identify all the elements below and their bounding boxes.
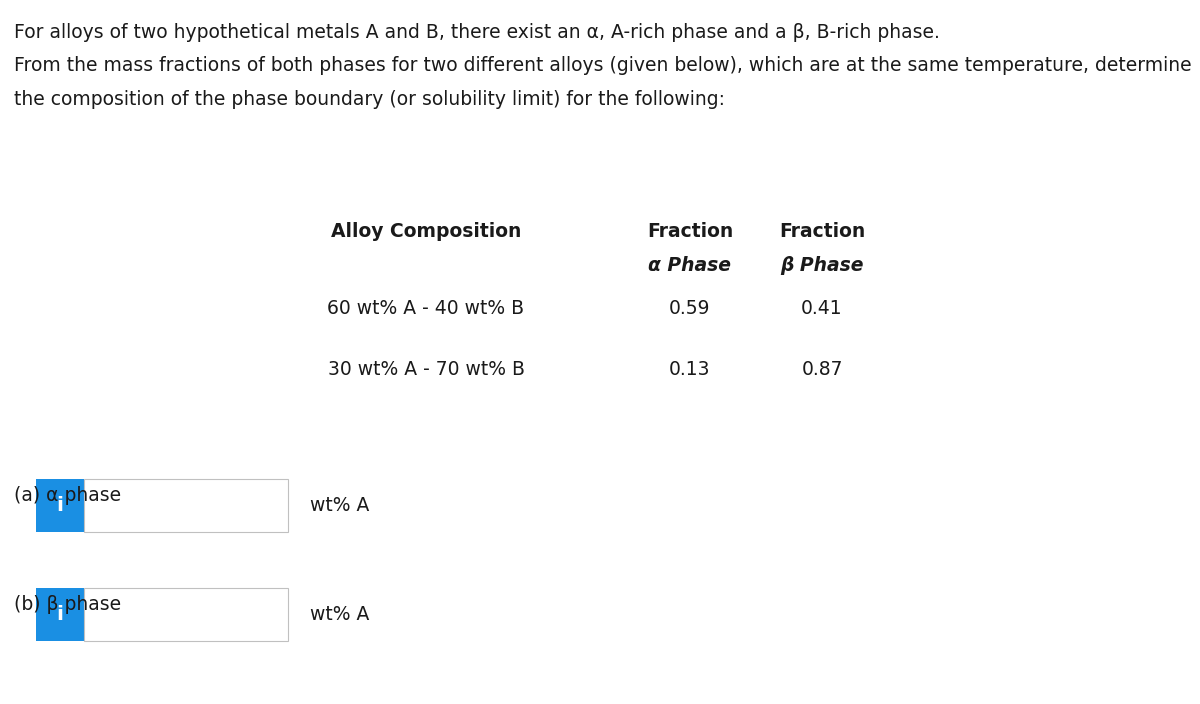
Bar xyxy=(36,588,84,641)
Text: β Phase: β Phase xyxy=(780,256,864,275)
Text: 0.41: 0.41 xyxy=(802,299,842,318)
Text: α Phase: α Phase xyxy=(648,256,732,275)
Text: Fraction: Fraction xyxy=(779,222,865,241)
Text: i: i xyxy=(56,605,64,624)
Bar xyxy=(84,588,288,641)
Text: For alloys of two hypothetical metals A and B, there exist an α, A-rich phase an: For alloys of two hypothetical metals A … xyxy=(14,23,941,42)
Text: wt% A: wt% A xyxy=(310,496,368,515)
Bar xyxy=(84,479,288,532)
Text: i: i xyxy=(56,496,64,515)
Text: 0.59: 0.59 xyxy=(670,299,710,318)
Text: 0.87: 0.87 xyxy=(802,360,842,379)
Text: Fraction: Fraction xyxy=(647,222,733,241)
Text: 0.13: 0.13 xyxy=(670,360,710,379)
Text: 60 wt% A - 40 wt% B: 60 wt% A - 40 wt% B xyxy=(328,299,524,318)
Text: 30 wt% A - 70 wt% B: 30 wt% A - 70 wt% B xyxy=(328,360,524,379)
Text: From the mass fractions of both phases for two different alloys (given below), w: From the mass fractions of both phases f… xyxy=(14,56,1192,75)
Text: the composition of the phase boundary (or solubility limit) for the following:: the composition of the phase boundary (o… xyxy=(14,90,725,109)
Text: (b) β phase: (b) β phase xyxy=(14,595,121,614)
Text: (a) α phase: (a) α phase xyxy=(14,486,121,505)
Text: Alloy Composition: Alloy Composition xyxy=(331,222,521,241)
Bar xyxy=(36,479,84,532)
Text: wt% A: wt% A xyxy=(310,605,368,624)
